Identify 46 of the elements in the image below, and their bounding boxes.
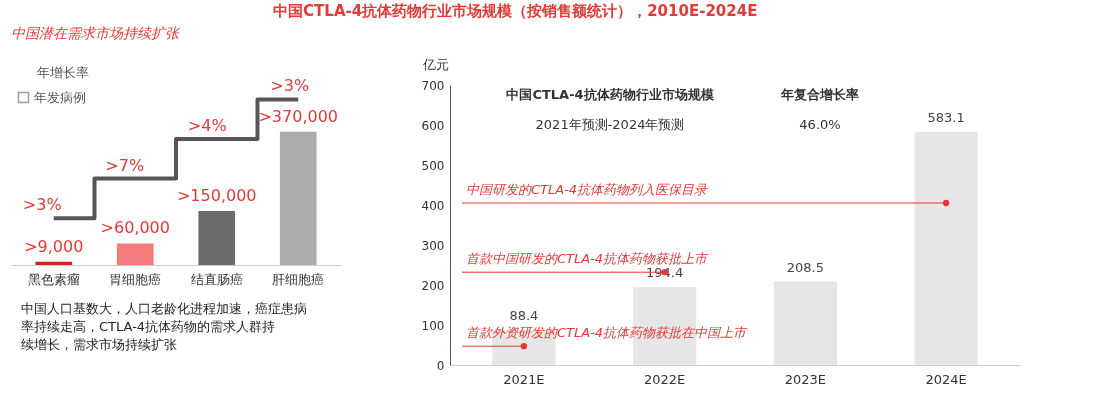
y-tick-label: 200 — [421, 278, 445, 293]
x-tick-label: 肝细胞癌 — [272, 271, 325, 287]
y-tick-label: 700 — [421, 78, 445, 93]
bar — [198, 210, 236, 265]
annotation: 首款外资研发的CTLA-4抗体药物获批在中国上市 — [466, 325, 749, 341]
bar — [279, 131, 317, 265]
y-tick-label: 400 — [421, 198, 445, 213]
bar — [914, 131, 978, 365]
annotation: >3% — [22, 195, 62, 215]
x-tick-label: 结直肠癌 — [190, 271, 243, 287]
data-label: 208.5 — [786, 259, 824, 275]
data-label: >9,000 — [24, 236, 84, 256]
annotation: >4% — [187, 116, 227, 135]
annotation: 首款中国研发的CTLA-4抗体药物获批上市 — [466, 251, 710, 267]
x-tick-label: 2022E — [643, 371, 686, 387]
text: >3% — [270, 76, 310, 96]
y-tick-label: 300 — [421, 238, 445, 253]
text: 中国人口基数大，人口老龄化进程加速，癌症患病率持续走高，CTLA-4抗体药物的需求人群持续增长，需求市场持续扩张 — [21, 301, 307, 352]
bar — [116, 243, 154, 265]
legend-label: 年发病例 — [34, 89, 86, 105]
data-label: >370,000 — [258, 106, 339, 126]
x-tick-label: 2021E — [503, 371, 545, 387]
x-tick-label: 黑色素瘤 — [27, 271, 80, 287]
y-tick-label: 600 — [421, 118, 445, 133]
y-tick-label: 100 — [421, 318, 445, 333]
annotation: 中国研发的CTLA-4抗体药物列入医保目录 — [466, 182, 709, 197]
annotation: >7% — [105, 155, 145, 175]
bar — [773, 281, 838, 365]
x-tick-label: 2023E — [784, 371, 827, 387]
y-axis-title: 亿元 — [421, 56, 449, 72]
annotation: 中国CTLA-4抗体药物行业市场规模 — [506, 87, 714, 102]
text: 年增长率 — [37, 65, 89, 80]
annotation: 年复合增长率 — [780, 87, 859, 102]
x-tick-label: 2024E — [925, 371, 967, 387]
data-label: >150,000 — [176, 185, 257, 205]
data-label: >60,000 — [100, 218, 170, 238]
data-label: 583.1 — [927, 109, 965, 125]
annotation: 2021年预测-2024年预测 — [535, 117, 685, 132]
data-label: 88.4 — [509, 307, 539, 323]
x-tick-label: 胃细胞癌 — [109, 271, 162, 287]
annotation: 46.0% — [799, 117, 841, 132]
y-tick-label: 500 — [421, 158, 445, 173]
y-tick-label: 0 — [436, 358, 445, 373]
bar — [35, 261, 73, 265]
chart-title: 中国CTLA-4抗体药物行业市场规模（按销售额统计），2010E-2024E — [273, 2, 758, 20]
chart-title: 中国潜在需求市场持续扩张 — [10, 25, 181, 41]
